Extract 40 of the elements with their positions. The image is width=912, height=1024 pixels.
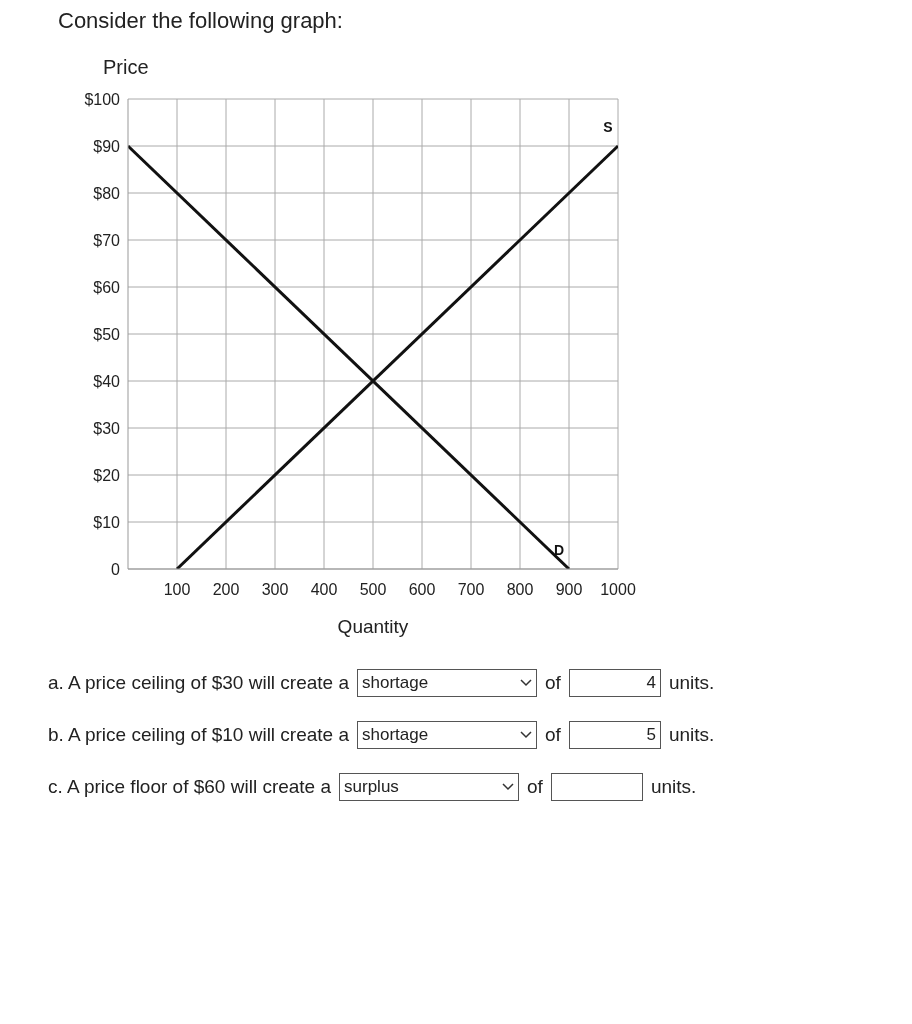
text: a. A price ceiling of $30 will create a	[48, 672, 350, 694]
text: of	[527, 776, 543, 798]
x-tick-label: 300	[261, 581, 289, 598]
y-tick-label: $70	[93, 231, 121, 249]
x-tick-label: 1000	[600, 581, 636, 598]
x-tick-label: 400	[310, 581, 338, 598]
y-tick-label: $60	[93, 278, 121, 296]
y-tick-label: $30	[93, 419, 121, 437]
x-tick-label: 200	[212, 581, 240, 598]
text-field: 4	[568, 669, 661, 697]
y-tick-label: $40	[93, 372, 121, 390]
text: surplus	[344, 777, 399, 797]
series-label: D	[553, 542, 565, 558]
text: units.	[650, 776, 697, 798]
x-axis-title: Quantity	[337, 616, 409, 637]
x-tick-label: 600	[408, 581, 436, 598]
text: units.	[668, 724, 715, 746]
text: shortage	[362, 725, 429, 745]
y-axis-title: Price	[103, 56, 150, 79]
y-tick-label: 0	[111, 560, 121, 578]
text: b. A price ceiling of $10 will create a	[48, 724, 350, 746]
text: c. A price floor of $60 will create a	[48, 776, 332, 798]
x-tick-label: 500	[359, 581, 387, 598]
x-tick-label: 100	[163, 581, 191, 598]
text-field: 5	[568, 721, 661, 749]
y-tick-label: $80	[93, 184, 121, 202]
y-tick-label: $20	[93, 466, 121, 484]
text: of	[545, 672, 561, 694]
series-label: S	[603, 119, 613, 135]
y-tick-label: $90	[93, 137, 121, 155]
text: units.	[668, 672, 715, 694]
x-tick-label: 800	[506, 581, 534, 598]
y-tick-label: $50	[93, 325, 121, 343]
text: of	[545, 724, 561, 746]
x-tick-label: 900	[555, 581, 583, 598]
x-tick-label: 700	[457, 581, 485, 598]
y-tick-label: $100	[84, 90, 121, 108]
y-tick-label: $10	[93, 513, 121, 531]
chart-title: Consider the following graph:	[58, 8, 344, 34]
text: shortage	[362, 673, 429, 693]
